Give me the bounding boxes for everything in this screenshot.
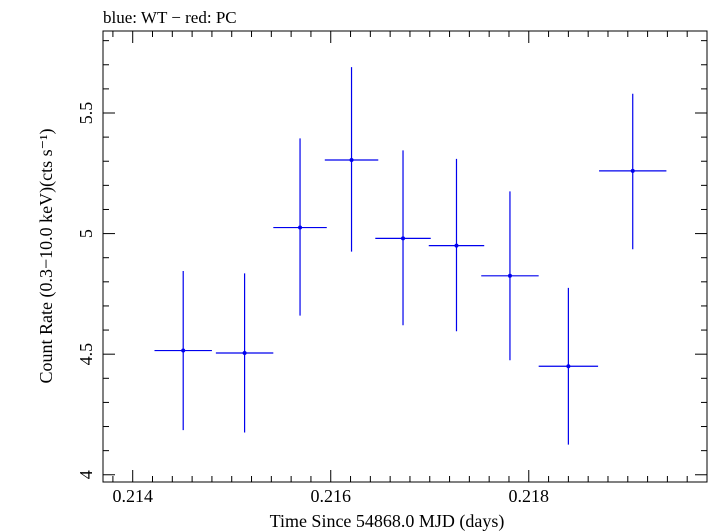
y-tick-label: 4.5 [76, 343, 96, 366]
x-tick-label: 0.214 [112, 486, 153, 506]
axis-ticks [103, 31, 708, 482]
data-marker [454, 243, 459, 248]
y-tick-label: 5.5 [76, 102, 96, 125]
plot-frame [102, 30, 708, 483]
axis-tick-labels: 0.214 0.216 0.218 4 4.5 5 5.5 [76, 102, 549, 506]
data-point [481, 191, 539, 361]
data-point [599, 93, 667, 250]
y-tick-label: 5 [76, 229, 96, 238]
data-point [324, 67, 379, 252]
data-marker [507, 273, 512, 278]
data-marker [298, 225, 303, 230]
x-axis-label: Time Since 54868.0 MJD (days) [270, 511, 505, 532]
data-marker [242, 350, 247, 355]
data-points [154, 67, 667, 445]
y-tick-label: 4 [76, 470, 96, 479]
y-axis-label: Count Rate (0.3−10.0 keV)(cts s⁻¹) [36, 128, 57, 383]
data-point [375, 150, 431, 326]
data-point [215, 273, 274, 433]
x-tick-label: 0.218 [509, 486, 550, 506]
data-point [538, 287, 599, 445]
data-marker [181, 348, 186, 353]
data-marker [566, 364, 571, 369]
data-point [273, 138, 327, 316]
data-marker [401, 236, 406, 241]
data-point [428, 158, 485, 332]
x-tick-label: 0.216 [310, 486, 351, 506]
data-marker [630, 168, 635, 173]
data-marker [349, 158, 354, 163]
data-point [154, 270, 212, 431]
chart-title: blue: WT − red: PC [103, 8, 237, 27]
